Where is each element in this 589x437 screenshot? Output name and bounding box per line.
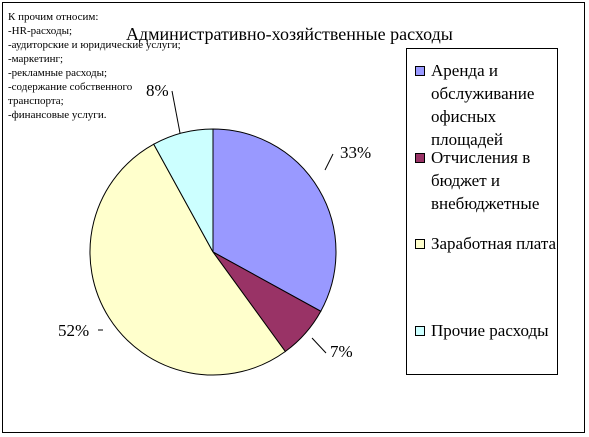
leader-line-rent: [324, 153, 334, 171]
chart-title: Административно-хозяйственные расходы: [126, 24, 453, 44]
note-line-7: транспорта;: [8, 95, 64, 107]
data-label-budget: 7%: [330, 342, 353, 361]
pie-slice-rent: [212, 128, 337, 312]
pie-slice-other: [153, 128, 214, 253]
note-line-5: -рекламные расходы;: [8, 67, 108, 79]
leader-line-other: [171, 90, 181, 134]
legend-label-salary: Заработная плата: [431, 234, 557, 253]
note-line-2: -HR-расходы;: [8, 25, 73, 37]
note-line-4: -маркетинг;: [8, 53, 64, 65]
note-line-6: -содержание собственного: [8, 81, 133, 93]
legend-swatch-rent: [415, 66, 425, 76]
data-label-salary: 52%: [58, 321, 89, 340]
legend-label-budget: Отчисления в бюджет и внебюджетные: [431, 148, 540, 213]
legend-label-rent: Аренда и обслуживание офисных площадей: [431, 61, 535, 149]
note-line-8: -финансовые услуги.: [8, 109, 107, 121]
leader-line-budget: [311, 337, 327, 354]
legend-swatch-other: [415, 326, 425, 336]
other-expenses-note: К прочим относим: -HR-расходы; -аудиторс…: [8, 10, 188, 122]
legend-swatch-budget: [415, 153, 425, 163]
chart-legend: Аренда и обслуживание офисных площадей О…: [406, 48, 558, 375]
legend-label-other: Прочие расходы: [431, 321, 549, 340]
data-label-rent: 33%: [340, 143, 371, 162]
legend-swatch-salary: [415, 239, 425, 249]
note-line-1: К прочим относим:: [8, 11, 99, 23]
data-label-other: 8%: [146, 81, 169, 100]
pie-slice-salary: [89, 143, 286, 376]
note-line-3: -аудиторские и юридические услуги;: [8, 39, 181, 51]
